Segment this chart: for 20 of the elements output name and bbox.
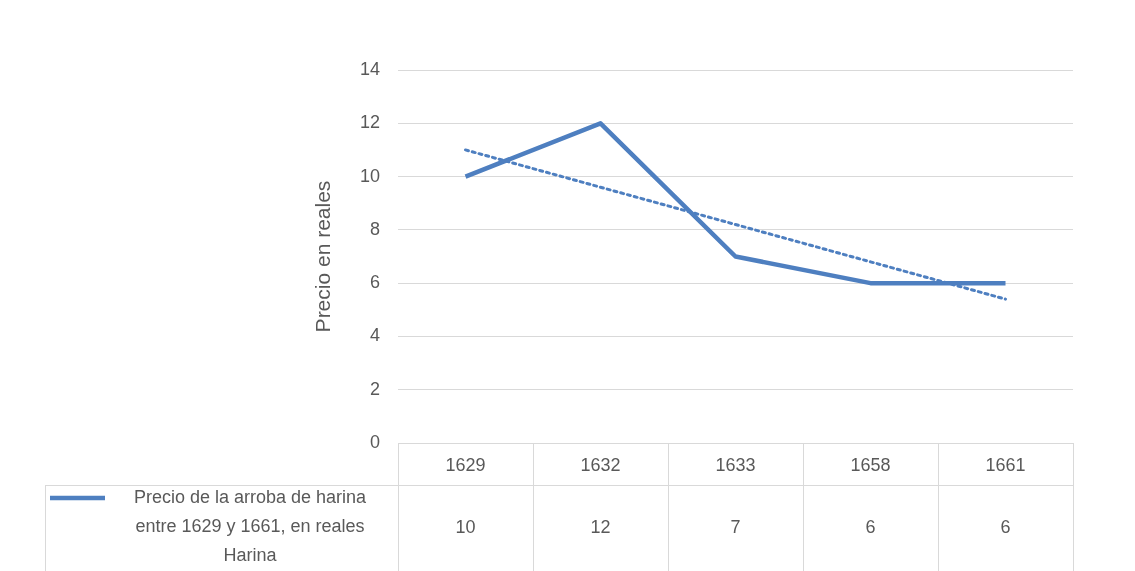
y-tick-label: 14 <box>359 58 380 79</box>
y-axis-title: Precio en reales <box>311 180 335 333</box>
x-tick-label: 1632 <box>580 454 621 475</box>
x-tick-label: 1633 <box>715 454 756 475</box>
x-tick-label: 1629 <box>445 454 486 475</box>
x-tick-label: 1661 <box>985 454 1026 475</box>
data-label: 12 <box>590 516 611 537</box>
y-tick-label: 0 <box>369 431 380 452</box>
x-tick-label: 1658 <box>850 454 891 475</box>
y-tick-label: 10 <box>359 165 380 186</box>
data-label: 10 <box>455 516 476 537</box>
data-label: 6 <box>1000 516 1011 537</box>
legend-label: Precio de la arroba de harina entre 1629 y 1661, en reales Harina <box>133 486 368 565</box>
data-label: 6 <box>865 516 876 537</box>
y-tick-label: 12 <box>359 112 380 133</box>
y-tick-label: 4 <box>369 325 380 346</box>
data-label: 7 <box>730 516 741 537</box>
y-tick-label: 8 <box>369 218 380 239</box>
y-tick-label: 6 <box>369 272 380 293</box>
y-tick-label: 2 <box>369 378 380 399</box>
